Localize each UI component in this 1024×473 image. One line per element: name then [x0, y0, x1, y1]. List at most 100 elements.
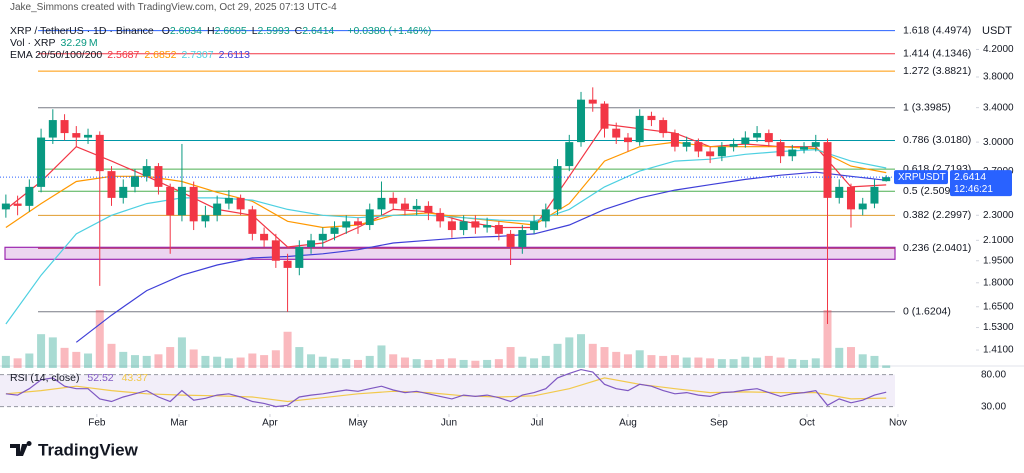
- candle-body: [342, 221, 351, 228]
- volume-bar: [436, 359, 445, 368]
- volume-bar: [541, 355, 550, 368]
- candle-body: [248, 209, 257, 234]
- x-tick-label: Sep: [710, 418, 728, 429]
- ema-value: 2.6852: [144, 49, 177, 61]
- ohlc: O2.6034 H2.6605 L2.5993 C2.6414: [162, 25, 340, 37]
- candle-body: [494, 225, 503, 234]
- candle-body: [377, 197, 386, 210]
- volume-bar: [717, 359, 726, 368]
- currency: USDT: [982, 25, 1012, 37]
- x-tick-label: Nov: [889, 418, 907, 429]
- volume-bar: [1, 355, 10, 368]
- y-tick-label: 1.4100: [983, 345, 1014, 356]
- x-tick-label: Mar: [170, 418, 188, 429]
- y-tick-label: 1.8000: [983, 277, 1014, 288]
- rsi-band: [0, 374, 895, 407]
- volume-bar: [623, 354, 632, 368]
- candle-body: [412, 205, 421, 210]
- candle-body: [776, 142, 785, 157]
- volume-bar: [694, 357, 703, 368]
- volume-bar: [635, 350, 644, 368]
- volume-bar: [412, 359, 421, 368]
- volume-bar: [823, 310, 832, 368]
- volume-bar: [553, 343, 562, 368]
- volume-bar: [483, 359, 492, 368]
- symbol: XRP / TetherUS · 1D · Binance: [10, 25, 154, 37]
- volume-bar: [776, 357, 785, 368]
- volume-bar: [330, 358, 339, 368]
- ema-row: EMA 20/50/100/200 2.5687 2.6852 2.7307 2.611…: [10, 49, 260, 61]
- volume-bar: [447, 358, 456, 368]
- volume-bar: [166, 347, 175, 368]
- candle-body: [741, 137, 750, 144]
- rsi-value: 52.52: [87, 372, 114, 384]
- volume-bar: [459, 359, 468, 368]
- candle-body: [635, 115, 644, 143]
- x-tick-label: Aug: [619, 418, 637, 429]
- ema-label: EMA 20/50/100/200: [10, 49, 103, 61]
- candle-body: [541, 209, 550, 222]
- candle-body: [764, 133, 773, 143]
- y-tick-label: 1.6500: [983, 301, 1014, 312]
- volume-bar: [354, 359, 362, 368]
- volume-bar: [424, 359, 433, 368]
- candle-body: [307, 240, 316, 247]
- volume-bar: [764, 355, 773, 368]
- ema-value: 2.6113: [218, 49, 250, 61]
- volume-bar: [400, 357, 409, 368]
- volume-bar: [177, 337, 186, 368]
- volume-bar: [647, 355, 656, 368]
- volume-unit: M: [88, 37, 98, 49]
- volume-bar: [835, 347, 844, 368]
- candle-body: [835, 186, 844, 198]
- candle-body: [530, 221, 539, 231]
- volume-bar: [588, 343, 597, 368]
- y-tick-label: 1.5300: [983, 322, 1014, 333]
- volume-bar: [201, 355, 210, 368]
- candle-body: [389, 197, 398, 204]
- rsi-tick-label: 80.00: [981, 369, 1006, 380]
- rsi-row: RSI (14, close) 52.52 43.37: [10, 372, 153, 384]
- candle-body: [846, 186, 855, 210]
- volume-bar: [577, 334, 586, 368]
- candle-body: [154, 166, 163, 187]
- volume-bar: [670, 355, 679, 368]
- ticker-tag: XRPUSDT: [898, 172, 946, 183]
- volume-bar: [858, 354, 867, 368]
- volume-bar: [753, 357, 762, 368]
- candle-body: [483, 225, 492, 228]
- volume-bar: [659, 355, 668, 368]
- y-tick-label: 2.3000: [983, 210, 1014, 221]
- volume-bar: [142, 355, 151, 368]
- candle-body: [870, 186, 879, 204]
- candle-body: [330, 227, 339, 234]
- ohlc-value: 2.5993: [257, 25, 290, 37]
- candle-body: [682, 142, 691, 147]
- ohlc-letter: H: [206, 25, 215, 37]
- y-tick-label: 3.4000: [983, 102, 1014, 113]
- rsi-label: RSI (14, close): [10, 372, 80, 384]
- candle-body: [84, 134, 93, 138]
- candle-body: [95, 134, 104, 172]
- fib-label: 1.272 (3.8821): [903, 65, 971, 77]
- volume-bar: [107, 343, 116, 368]
- volume-bar: [119, 351, 128, 368]
- volume-row: Vol · XRP 32.29 M: [10, 37, 103, 49]
- ohlc-value: 2.6605: [214, 25, 247, 37]
- candle-body: [13, 203, 22, 206]
- volume-bar: [236, 357, 245, 368]
- candle-body: [811, 142, 820, 147]
- price-tag: 2.6414: [954, 171, 986, 183]
- candle-body: [354, 221, 362, 226]
- candle-body: [130, 176, 139, 187]
- fib-label: 1.618 (4.4974): [903, 24, 971, 36]
- candle-body: [177, 186, 186, 216]
- volume-bar: [741, 356, 750, 368]
- candle-body: [659, 120, 668, 134]
- candle-body: [588, 99, 597, 104]
- x-tick-label: Jul: [531, 418, 544, 429]
- price-tag-bg: [950, 170, 1012, 197]
- candle-body: [189, 186, 198, 222]
- ema-line: [75, 171, 887, 343]
